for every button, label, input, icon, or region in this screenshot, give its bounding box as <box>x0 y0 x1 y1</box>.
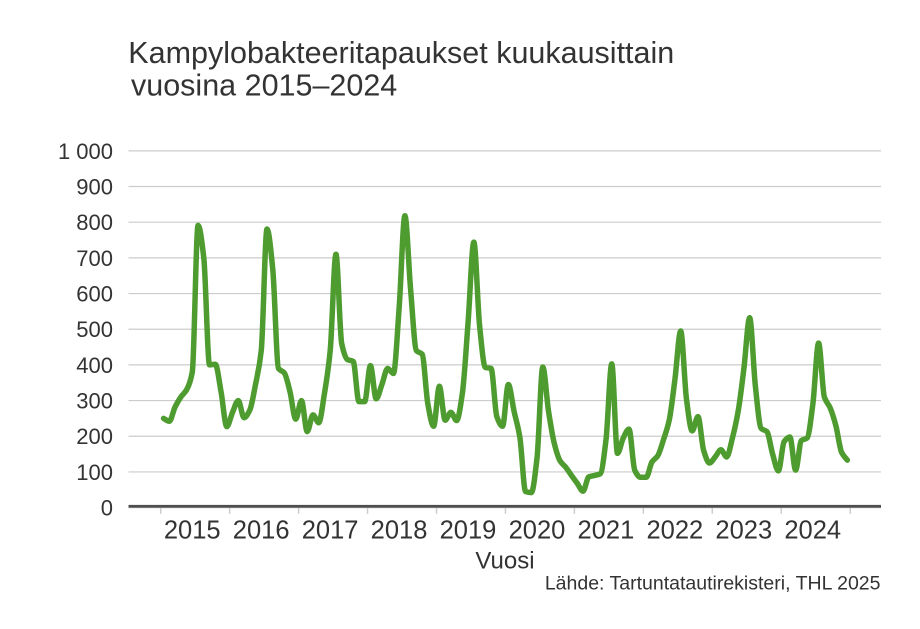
svg-text:vuosina 2015–2024: vuosina 2015–2024 <box>131 68 397 102</box>
svg-text:2016: 2016 <box>233 516 290 544</box>
svg-text:600: 600 <box>76 281 113 306</box>
svg-text:500: 500 <box>76 317 113 342</box>
svg-text:Vuosi: Vuosi <box>475 548 534 575</box>
svg-text:700: 700 <box>76 246 113 271</box>
svg-text:2022: 2022 <box>646 516 703 544</box>
svg-text:2019: 2019 <box>440 516 497 544</box>
svg-text:800: 800 <box>76 210 113 235</box>
svg-text:200: 200 <box>76 424 113 449</box>
svg-text:1 000: 1 000 <box>58 139 113 164</box>
svg-text:Kampylobakteeritapaukset kuuka: Kampylobakteeritapaukset kuukausittain <box>128 36 674 70</box>
svg-text:2021: 2021 <box>578 516 635 544</box>
svg-text:0: 0 <box>101 496 113 521</box>
svg-text:2023: 2023 <box>715 516 772 544</box>
svg-text:2018: 2018 <box>371 516 428 544</box>
svg-text:400: 400 <box>76 353 113 378</box>
svg-text:300: 300 <box>76 388 113 413</box>
svg-text:2024: 2024 <box>784 516 841 544</box>
svg-text:2017: 2017 <box>302 516 359 544</box>
svg-text:100: 100 <box>76 460 113 485</box>
svg-text:2015: 2015 <box>164 516 221 544</box>
svg-text:2020: 2020 <box>509 516 566 544</box>
svg-text:Lähde: Tartuntatautirekisteri,: Lähde: Tartuntatautirekisteri, THL 2025 <box>545 573 881 595</box>
svg-text:900: 900 <box>76 174 113 199</box>
